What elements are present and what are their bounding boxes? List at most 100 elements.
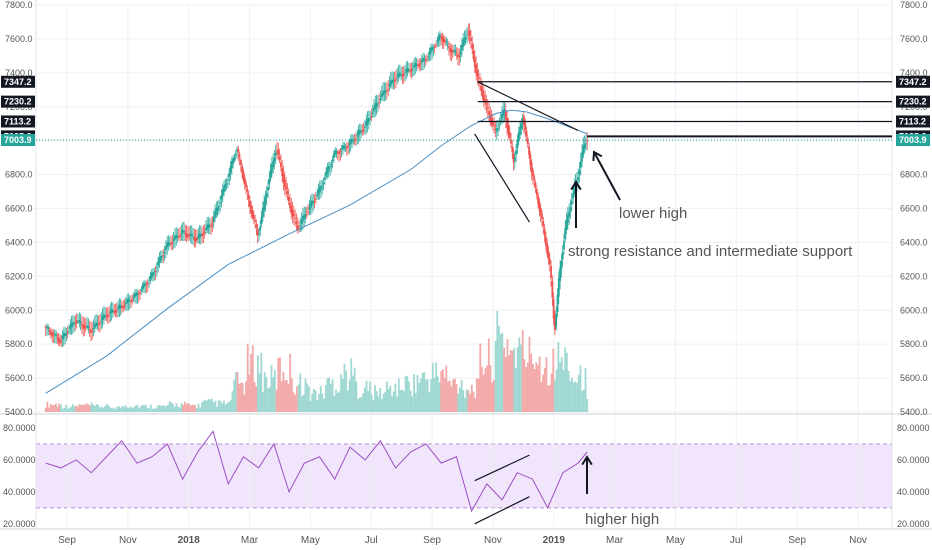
candle-body [260,216,263,225]
candle-body [254,219,256,222]
volume-bar [492,379,495,412]
candle-body [349,139,352,144]
candle-body [327,166,330,171]
candle-body [65,334,68,336]
candle-body [181,230,184,233]
candle-body [364,126,366,129]
candle-body [498,125,501,127]
candle-body [517,132,520,142]
volume-bar [197,403,200,412]
candle-body [342,145,344,150]
rsi-tick-label-right: 80.0000 [897,423,930,433]
candle-body [211,223,214,225]
candle-body [245,183,247,188]
volume-bar [455,384,458,412]
price-tag-left-label: 7113.2 [4,116,31,126]
candle-body [64,332,66,337]
candle-body [49,331,52,335]
rsi-tick-label-right: 60.0000 [897,455,930,465]
volume-bar [538,356,541,412]
candle-body [330,164,333,166]
candle-body [322,182,325,184]
volume-bar [148,408,151,412]
volume-bar [504,357,507,412]
candle-body [146,282,149,284]
candle-body [287,197,290,202]
candle-body [219,201,222,204]
candle-body [417,65,419,67]
price-tag-right-label: 7230.2 [899,97,927,107]
y-tick-label-left: 5600.0 [5,373,33,383]
volume-bar [579,365,582,412]
candle-body [313,200,316,202]
volume-bar [226,402,229,412]
volume-bar [207,398,210,412]
candle-body [277,150,280,155]
price-tag-left [1,115,35,128]
volume-bar [161,405,164,412]
volume-bar [326,378,329,412]
candle-body [223,185,225,192]
candle-body [449,47,452,53]
candle-body [411,68,414,70]
volume-bar [399,390,402,412]
x-tick-label: Jul [730,535,743,546]
candle-body [299,225,302,227]
rsi-trend-line [474,496,530,525]
candle-body [261,207,264,218]
candle-body [150,273,153,278]
volume-bar [433,377,436,412]
volume-bar [323,398,326,412]
volume-bar [260,352,263,412]
candle-body [280,162,282,168]
volume-bar [228,401,230,412]
candle-body [512,153,515,163]
candle-body [552,298,555,319]
volume-bar [265,377,268,412]
volume-bar [262,391,264,412]
candle-body [238,154,241,158]
volume-bar [165,406,168,412]
trend-line [474,133,530,223]
candle-body [526,138,529,145]
volume-bar [199,407,202,412]
volume-bar [489,365,492,412]
candle-body [274,152,277,156]
volume-bar [484,368,487,412]
candle-body [48,330,51,332]
volume-bar [436,376,439,412]
volume-bar [119,408,122,412]
volume-bar [275,389,278,412]
price-tag-right [896,95,930,108]
candle-body [570,201,573,205]
volume-bar [299,373,302,412]
candle-body [161,256,163,258]
candle-body [59,339,61,344]
candle-body [292,213,295,217]
candle-body [179,235,182,237]
candle-body [269,170,272,179]
volume-bar [528,336,531,412]
volume-bar [416,375,419,412]
candle-body [548,258,551,264]
volume-bar [246,344,249,412]
volume-bar [153,408,156,412]
volume-bar [187,403,190,412]
candle-body [537,195,540,205]
candle-body [105,316,108,318]
candle-body [175,234,178,239]
volume-bar [209,399,212,412]
candle-body [152,272,154,277]
volume-bar [185,404,188,412]
volume-bar [445,365,448,412]
candle-body [563,241,565,250]
volume-bar [565,352,568,412]
candle-body [118,304,121,309]
candle-body [477,77,480,79]
volume-bar [341,378,344,412]
candle-body [484,98,487,103]
volume-bar [486,365,488,412]
volume-bar [58,403,61,412]
candle-body [392,80,395,82]
volume-bar [470,384,473,412]
